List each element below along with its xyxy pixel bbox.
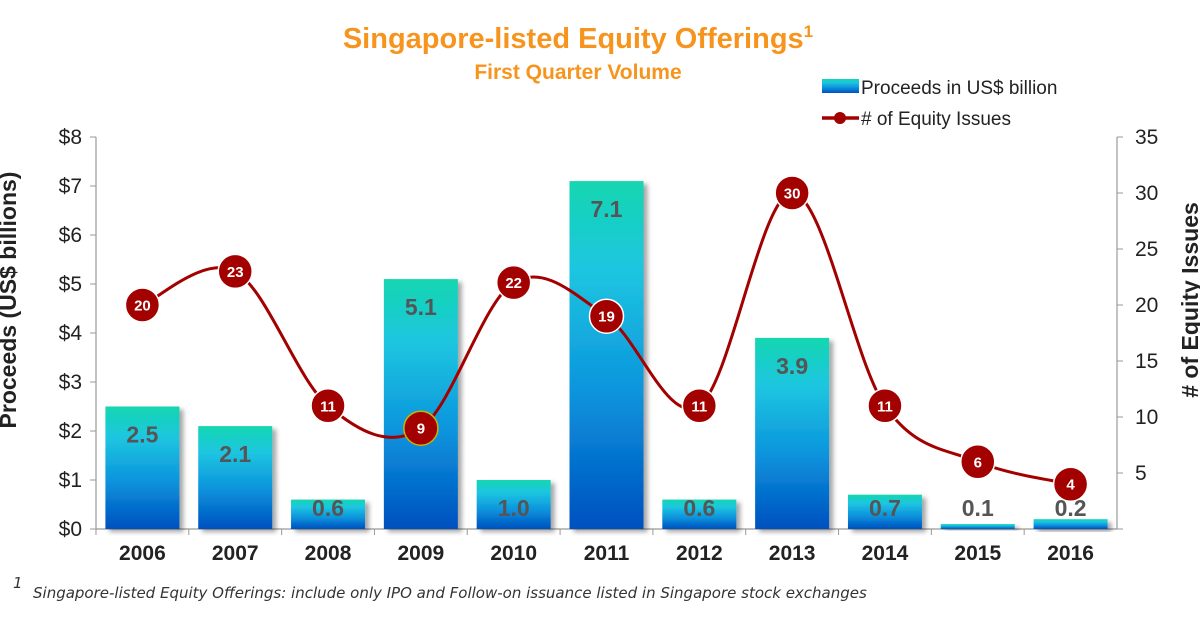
y-left-tick-label: $6: [59, 224, 82, 247]
chart-title: Singapore-listed Equity Offerings1: [343, 22, 813, 55]
y-left-tick-label: $4: [59, 322, 83, 345]
bar-proceeds-2012: [662, 499, 737, 529]
bar-proceeds-2009: [383, 279, 458, 529]
footnote-marker: 1: [13, 574, 23, 592]
bar-label-2013: 3.9: [776, 353, 808, 379]
point-label-2007: 23: [227, 264, 244, 281]
bar-proceeds-2015: [940, 524, 1015, 529]
point-label-2008: 11: [320, 398, 336, 415]
y-left-tick-label: $1: [59, 469, 82, 492]
y-left-tick-label: $3: [59, 371, 82, 394]
bar-proceeds-2013: [755, 337, 830, 529]
bar-label-2006: 2.5: [126, 422, 158, 448]
bar-proceeds-2006: [105, 406, 180, 529]
bar-label-2015: 0.1: [962, 495, 994, 521]
y-right-tick-label: 25: [1135, 238, 1158, 261]
bar-proceeds-2010: [476, 480, 551, 529]
bar-label-2008: 0.6: [312, 495, 344, 521]
y-left-tick-label: $7: [59, 175, 82, 198]
point-issues-2009: [403, 410, 439, 446]
point-issues-2015: [960, 444, 996, 480]
bar-proceeds-2014: [847, 494, 922, 529]
point-issues-2008: [310, 388, 346, 424]
point-issues-2013: [774, 175, 810, 211]
x-tick-label: 2007: [212, 542, 259, 565]
y-right-tick-label: 15: [1135, 350, 1158, 373]
point-label-2009: 9: [417, 421, 425, 438]
point-issues-2016: [1052, 466, 1089, 502]
point-issues-2011: [588, 298, 625, 334]
point-label-2012: 11: [691, 398, 707, 415]
point-issues-2010: [495, 264, 532, 301]
y-axis-left-title: Proceeds (US$ billions): [0, 172, 21, 429]
y-right-tick-label: 35: [1135, 126, 1158, 149]
bar-proceeds-2011: [569, 181, 644, 529]
bar-label-2012: 0.6: [683, 495, 715, 521]
footnote-text: Singapore-listed Equity Offerings: inclu…: [33, 584, 867, 602]
y-left-tick-label: $8: [59, 126, 82, 149]
y-right-tick-label: 5: [1135, 462, 1147, 485]
x-tick-label: 2008: [305, 542, 352, 565]
bar-label-2010: 1.0: [498, 495, 530, 521]
legend-label-proceeds: Proceeds in US$ billion: [861, 78, 1057, 99]
y-left-tick-label: $2: [59, 420, 82, 443]
bar-label-2007: 2.1: [219, 441, 251, 467]
x-tick-label: 2014: [862, 542, 909, 565]
bar-proceeds-2007: [198, 426, 273, 529]
point-label-2015: 6: [974, 454, 982, 471]
y-left-tick-label: $0: [59, 518, 82, 541]
point-issues-2006: [124, 287, 161, 323]
x-tick-label: 2012: [676, 542, 723, 565]
y-right-tick-label: 20: [1135, 294, 1158, 317]
point-issues-2007: [217, 253, 253, 290]
bar-label-2011: 7.1: [591, 196, 623, 222]
x-tick-label: 2010: [490, 542, 537, 565]
bar-proceeds-2016: [1033, 519, 1108, 529]
point-issues-2014: [867, 388, 903, 424]
chart-subtitle: First Quarter Volume: [474, 61, 681, 84]
legend-marker-issues: [834, 112, 846, 124]
bar-label-2014: 0.7: [869, 495, 901, 521]
y-left-tick-label: $5: [59, 273, 82, 296]
point-label-2013: 30: [784, 186, 801, 203]
y-axis-right-title: # of Equity Issues: [1177, 202, 1200, 398]
y-right-tick-label: 30: [1135, 182, 1158, 205]
legend-label-issues: # of Equity Issues: [861, 109, 1011, 130]
point-issues-2012: [681, 388, 718, 424]
legend: Proceeds in US$ billion # of Equity Issu…: [822, 78, 1057, 130]
x-tick-label: 2006: [119, 542, 166, 565]
point-label-2010: 22: [505, 275, 522, 292]
x-tick-label: 2013: [769, 542, 816, 565]
x-tick-label: 2011: [584, 542, 630, 565]
x-tick-label: 2009: [398, 542, 445, 565]
point-label-2016: 4: [1066, 477, 1075, 494]
point-label-2014: 11: [877, 398, 893, 415]
bar-label-2009: 5.1: [405, 294, 437, 320]
bar-proceeds-2008: [291, 499, 366, 529]
point-label-2011: 19: [598, 309, 615, 326]
x-tick-label: 2016: [1047, 542, 1094, 565]
point-label-2006: 20: [134, 298, 151, 315]
x-tick-label: 2015: [954, 542, 1001, 565]
y-right-tick-label: 10: [1135, 406, 1158, 429]
legend-swatch-proceeds: [822, 79, 859, 93]
